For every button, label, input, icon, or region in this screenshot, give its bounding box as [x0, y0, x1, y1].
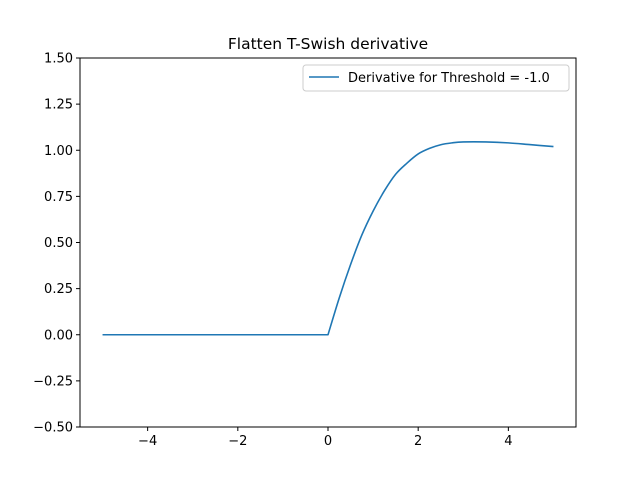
series-layer	[102, 141, 554, 336]
plot-frame	[79, 57, 577, 428]
legend: Derivative for Threshold = -1.0	[302, 64, 570, 92]
x-tick-label: −2	[228, 434, 247, 449]
legend-box	[302, 64, 570, 92]
chart-title: Flatten T-Swish derivative	[228, 35, 428, 53]
x-tick-label: 2	[414, 434, 422, 449]
y-tick-label: 0.00	[44, 328, 73, 343]
y-tick-label: 0.75	[44, 190, 73, 205]
legend-label: Derivative for Threshold = -1.0	[348, 71, 550, 86]
x-tick-label: −4	[138, 434, 157, 449]
y-tick-label: 1.25	[44, 98, 73, 113]
x-tick-label: 4	[504, 434, 512, 449]
y-tick-label: 1.50	[44, 52, 73, 67]
y-tick-label: 1.00	[44, 144, 73, 159]
series-line-0	[102, 141, 554, 336]
tick-layer: −4 −2 0 2 4 −0.50 −0.25 0.00 0.25 0.50 0.75 1.00 1.2…	[33, 52, 512, 450]
y-tick-label: 0.50	[44, 236, 73, 251]
y-tick-label: −0.25	[33, 374, 73, 389]
y-tick-label: 0.25	[44, 282, 73, 297]
x-tick-label: 0	[324, 434, 332, 449]
y-tick-label: −0.50	[33, 421, 73, 436]
